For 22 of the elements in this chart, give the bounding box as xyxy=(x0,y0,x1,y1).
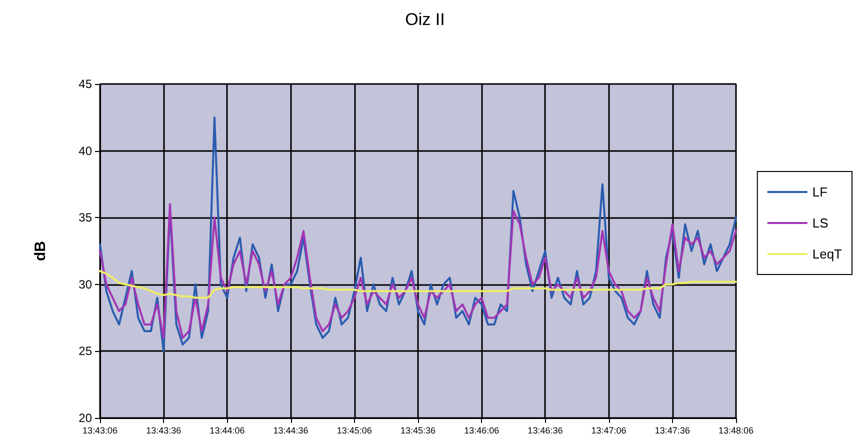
x-tick-label: 13:46:36 xyxy=(528,426,563,436)
x-tick-label: 13:46:06 xyxy=(464,426,500,436)
x-tick-label: 13:45:36 xyxy=(400,426,436,436)
y-tick-label: 35 xyxy=(78,210,92,225)
x-tick-label: 13:43:36 xyxy=(146,426,182,436)
y-tick-label: 20 xyxy=(78,411,92,425)
legend-label: LF xyxy=(812,184,828,200)
legend-label: LS xyxy=(812,216,829,230)
x-tick-label: 13:48:06 xyxy=(718,426,754,436)
x-tick-label: 13:44:06 xyxy=(210,426,245,436)
x-tick-label: 13:47:36 xyxy=(654,426,690,436)
y-tick-label: 30 xyxy=(78,277,92,292)
x-tick-label: 13:44:36 xyxy=(273,426,308,436)
y-tick-label: 40 xyxy=(78,144,92,158)
legend-label: LeqT xyxy=(812,246,842,262)
x-tick-label: 13:43:06 xyxy=(82,426,118,436)
chart-title: Oiz II xyxy=(405,10,445,29)
x-tick-label: 13:47:06 xyxy=(591,426,626,436)
y-tick-label: 25 xyxy=(78,344,92,358)
y-tick-label: 45 xyxy=(78,77,92,91)
x-tick-label: 13:45:06 xyxy=(336,426,372,436)
y-axis-title: dB xyxy=(32,240,49,261)
